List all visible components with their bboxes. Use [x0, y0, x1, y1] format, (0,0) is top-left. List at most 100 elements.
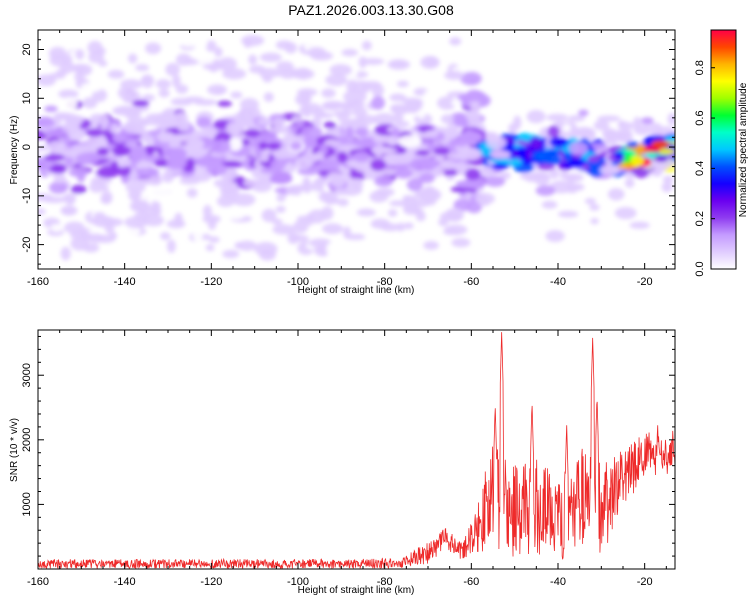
spectrogram-x-axis: -160 -140 -120 -100 -80 -60 -40 -20: [27, 30, 667, 288]
snr-x-tick-label: -60: [463, 576, 479, 588]
spectrogram-cell: [311, 180, 324, 194]
spectrogram-cell: [230, 91, 243, 99]
spectrogram-cell: [107, 69, 125, 79]
figure-title: PAZ1.2026.003.13.30.G08: [288, 2, 454, 18]
spectrogram-cell: [354, 158, 370, 173]
spectrogram-cell: [96, 166, 120, 179]
spectrogram-cell: [415, 211, 426, 222]
spectrogram-cell: [395, 167, 413, 179]
spectrogram-cell: [345, 126, 355, 140]
spectrogram-cell: [175, 84, 189, 94]
spectrogram-cell: [456, 179, 480, 188]
spectrogram-cell: [559, 170, 569, 180]
colorbar-tick-label: 0.8: [694, 60, 706, 75]
spectrogram-cell: [391, 127, 401, 138]
spectrogram-cell: [333, 188, 349, 196]
spectrogram-cell: [102, 129, 112, 136]
spectrogram-y-axis: -20 -10 0 10 20: [21, 29, 675, 265]
spectrogram-cell: [259, 52, 282, 63]
spectrogram-x-tick-label: -80: [377, 276, 393, 288]
spectrogram-cell: [302, 105, 312, 118]
snr-x-tick-label: -160: [27, 576, 49, 588]
spectrogram-cell: [155, 79, 171, 90]
spectrogram-cell: [96, 147, 109, 156]
spectrogram-cell: [424, 130, 439, 138]
spectrogram-cell: [81, 82, 102, 93]
spectrogram-cell: [380, 223, 401, 232]
spectrogram-cell: [222, 68, 247, 80]
spectrogram-cell: [120, 79, 143, 90]
spectrogram-cell: [196, 116, 212, 129]
spectrogram-cell: [534, 173, 551, 186]
spectrogram-cell: [143, 134, 155, 146]
spectrogram-cell: [587, 155, 601, 163]
spectrogram-cell: [197, 53, 215, 65]
spectrogram-cell: [486, 136, 507, 150]
spectrogram-cell: [337, 151, 348, 163]
spectrogram-cell: [38, 118, 56, 128]
spectrogram-cell: [321, 88, 336, 99]
spectrogram-cell: [516, 146, 526, 158]
spectrogram-cell: [578, 109, 589, 117]
spectrogram-panel: -160 -140 -120 -100 -80 -60 -40 -20 -20-1001020…: [9, 29, 676, 296]
spectrogram-x-tick-label: -140: [114, 276, 136, 288]
spectrogram-cell: [214, 47, 223, 58]
spectrogram-cell: [373, 136, 394, 144]
spectrogram-cell: [166, 156, 187, 170]
spectrogram-cell: [38, 208, 46, 215]
spectrogram-cell: [449, 37, 462, 46]
spectrogram-cell: [396, 80, 409, 88]
spectrogram-y-tick-label: -20: [21, 237, 33, 253]
spectrogram-cell: [267, 142, 282, 151]
spectrogram-y-tick-label: 20: [21, 43, 33, 55]
spectrogram-cell: [390, 60, 406, 68]
spectrogram-cell: [170, 147, 187, 159]
colorbar-gradient: [711, 30, 736, 269]
spectrogram-cell: [549, 136, 568, 148]
spectrogram-cell: [549, 180, 574, 194]
spectrogram-cell: [389, 93, 407, 102]
spectrogram-cell: [433, 147, 451, 156]
spectrogram-y-tick-label: -10: [21, 188, 33, 204]
spectrogram-cell: [98, 60, 108, 67]
spectrogram-cell: [165, 62, 181, 77]
spectrogram-cell: [614, 151, 625, 160]
spectrogram-cell: [222, 249, 240, 259]
spectrogram-cell: [162, 53, 174, 61]
spectrogram-cell: [470, 102, 481, 114]
spectrogram-cell: [208, 236, 220, 243]
spectrogram-cell: [145, 42, 162, 55]
spectrogram-cell: [437, 96, 458, 110]
spectrogram-cell: [142, 214, 165, 227]
snr-y-axis: 1000 2000 3000: [21, 335, 675, 570]
spectrogram-cell: [268, 127, 292, 134]
spectrogram-cell: [299, 69, 309, 80]
spectrogram-cell: [300, 190, 322, 197]
spectrogram-x-tick-label: -60: [463, 276, 479, 288]
spectrogram-cell: [662, 175, 674, 184]
spectrogram-cell: [184, 58, 199, 66]
colorbar-tick-label: 0.4: [694, 161, 706, 176]
spectrogram-cell: [38, 74, 56, 87]
spectrogram-cell: [90, 176, 113, 185]
spectrogram-cell: [371, 96, 386, 110]
spectrogram-cell: [371, 83, 385, 98]
spectrogram-cell: [588, 163, 605, 177]
spectrogram-cell: [48, 46, 67, 60]
spectrogram-cell: [403, 222, 414, 230]
snr-x-tick-label: -100: [287, 576, 309, 588]
spectrogram-cell: [269, 171, 293, 185]
colorbar-tick-label: 0.6: [694, 110, 706, 125]
spectrogram-cell: [657, 148, 675, 155]
spectrogram-cell: [434, 46, 459, 54]
spectrogram-cell: [443, 228, 461, 236]
spectrogram-cell: [352, 106, 368, 118]
spectrogram-cell: [312, 107, 326, 119]
spectrogram-cell: [50, 223, 63, 233]
spectrogram-cell: [415, 149, 430, 156]
spectrogram-cell: [106, 210, 118, 217]
spectrogram-cell: [135, 64, 150, 72]
spectrogram-cell: [369, 190, 389, 203]
spectrogram-cell: [139, 205, 162, 217]
spectrogram-cell: [145, 145, 155, 156]
